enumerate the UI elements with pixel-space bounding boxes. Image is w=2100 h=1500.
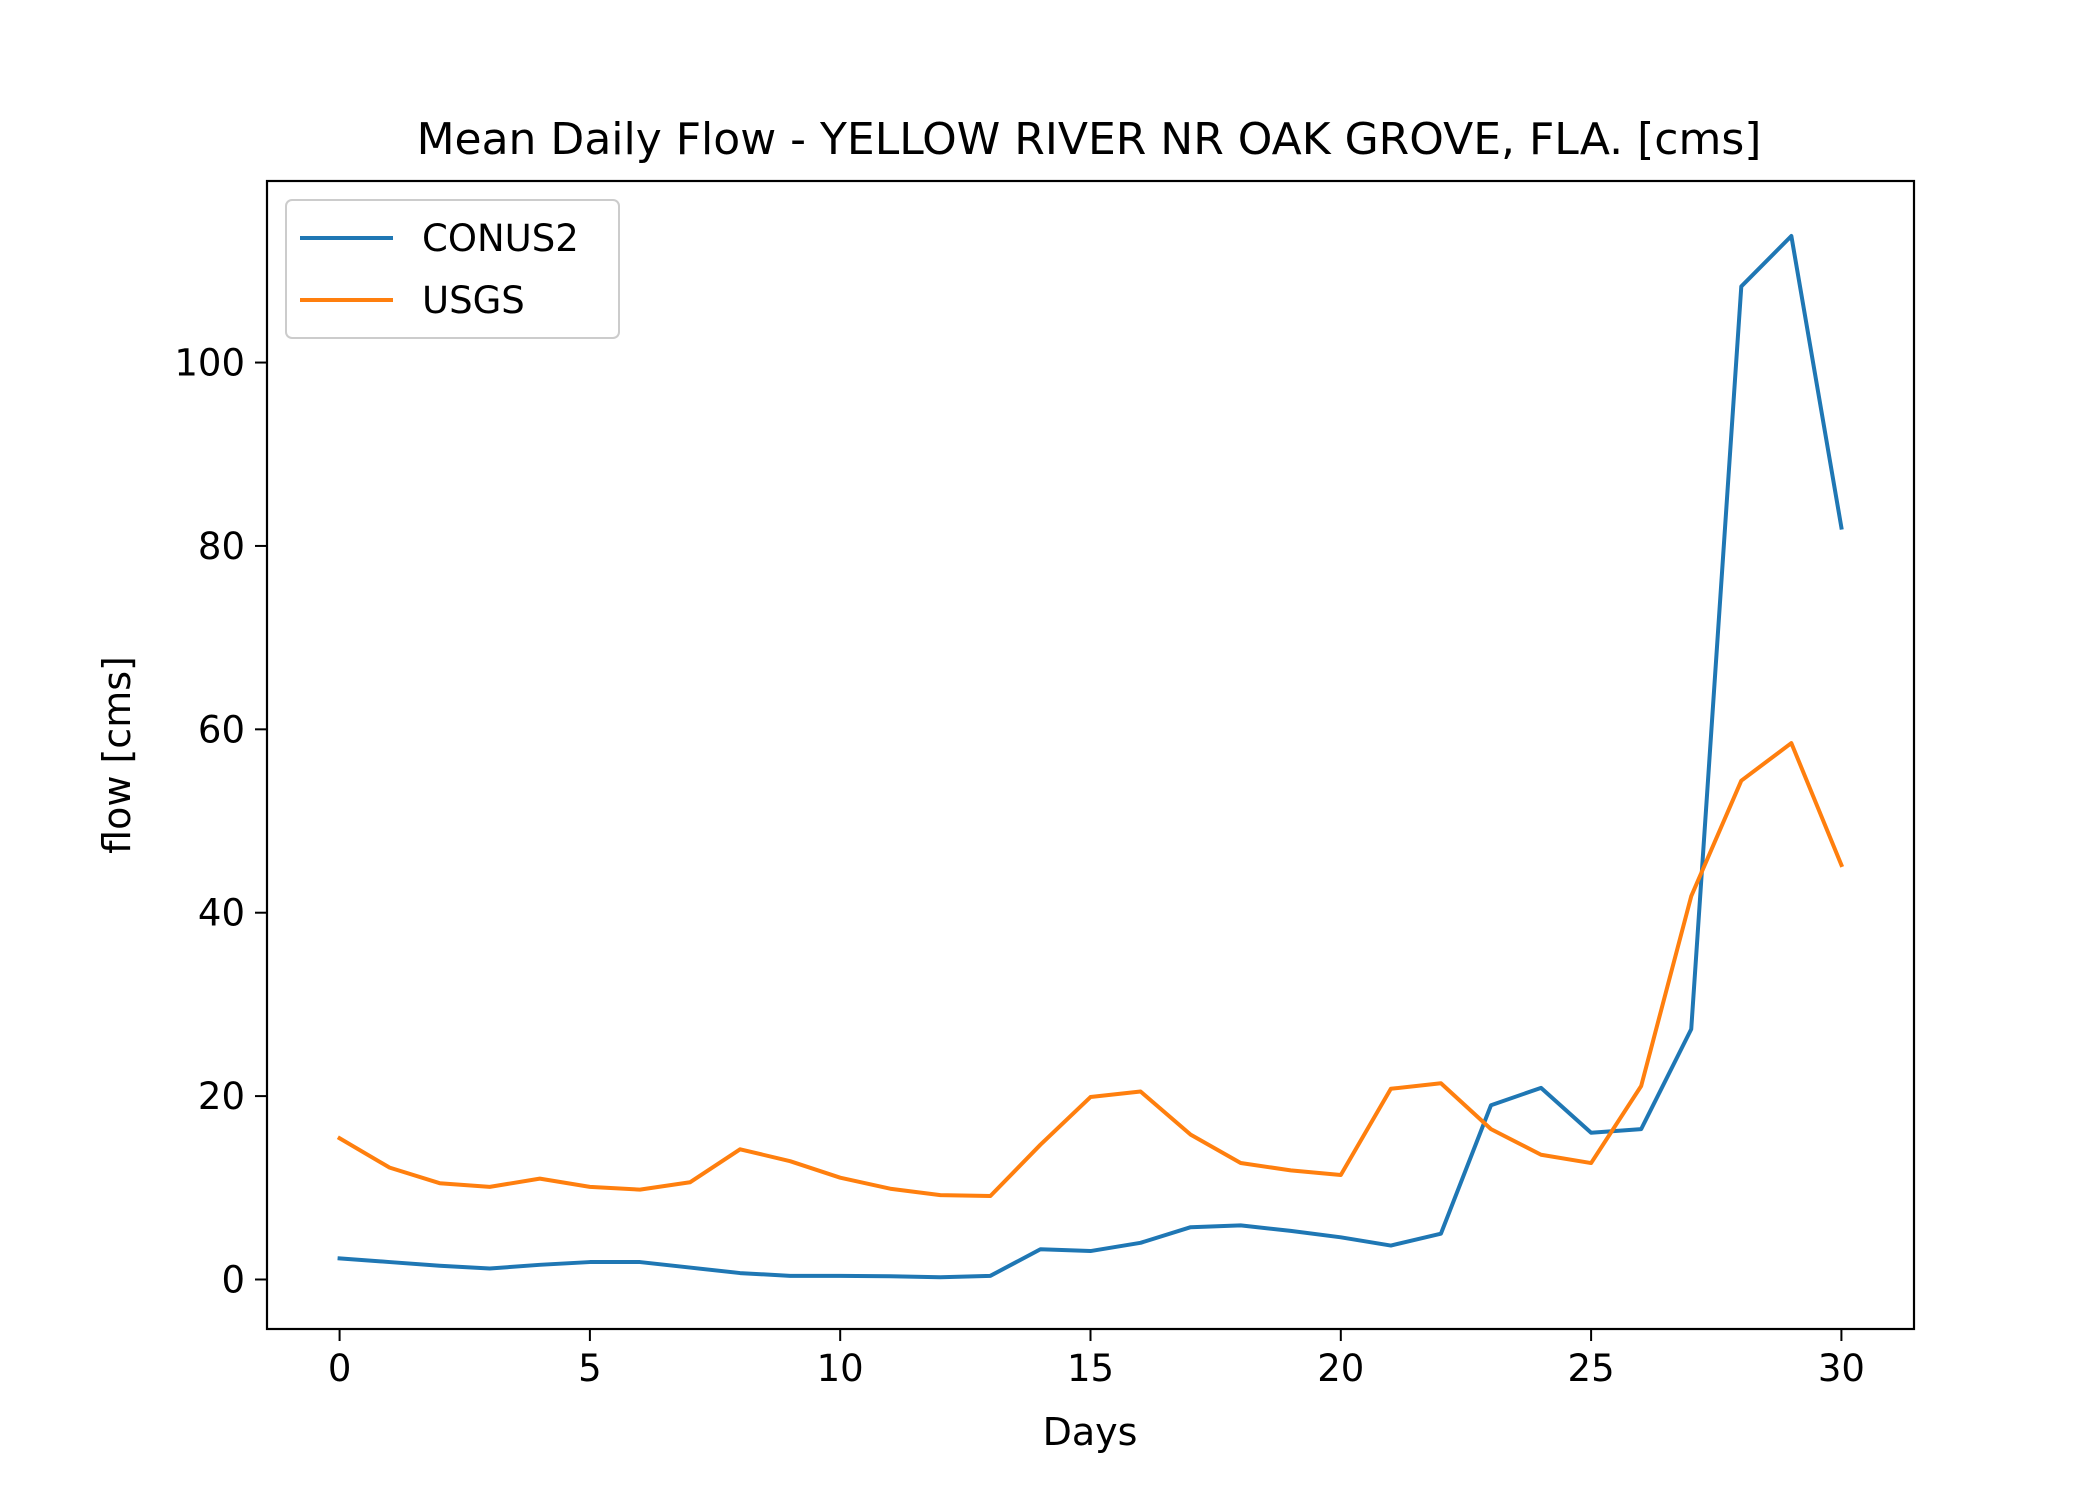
chart-title: Mean Daily Flow - YELLOW RIVER NR OAK GR… (417, 114, 1762, 165)
x-axis-label: Days (1043, 1410, 1138, 1454)
plot-frame (265, 179, 1916, 1331)
x-tick-label: 20 (1317, 1347, 1364, 1390)
x-tick-label: 0 (328, 1347, 352, 1390)
y-tick-label: 0 (221, 1258, 245, 1301)
y-tick-label: 60 (198, 708, 245, 751)
y-tick-label: 100 (174, 342, 245, 385)
x-tick-label: 25 (1568, 1347, 1615, 1390)
y-tick-label: 20 (198, 1075, 245, 1118)
legend-label-usgs: USGS (422, 279, 525, 322)
series-line-conus2 (337, 234, 1844, 1280)
y-tick-label: 80 (198, 525, 245, 568)
axis-ticks: 0 5 10 15 20 25 30 0 20 40 60 80 100 (174, 342, 1865, 1390)
x-tick-label: 30 (1818, 1347, 1865, 1390)
y-tick-label: 40 (198, 892, 245, 935)
legend-box (285, 199, 620, 339)
series-line-usgs (336, 741, 1845, 1199)
plot-area (336, 234, 1845, 1280)
x-tick-label: 15 (1067, 1347, 1114, 1390)
x-tick-label: 10 (817, 1347, 864, 1390)
x-tick-label: 5 (578, 1347, 602, 1390)
legend: CONUS2 USGS (285, 199, 620, 339)
legend-label-conus2: CONUS2 (422, 217, 579, 260)
y-axis-label: flow [cms] (95, 656, 139, 854)
